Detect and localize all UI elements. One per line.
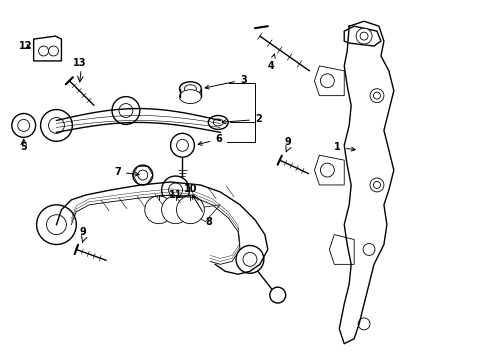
Text: 2: 2 [222, 114, 262, 125]
Circle shape [176, 139, 189, 151]
Circle shape [166, 200, 185, 220]
Circle shape [162, 196, 190, 224]
Circle shape [320, 74, 334, 88]
Circle shape [171, 133, 195, 157]
Circle shape [180, 200, 200, 220]
Circle shape [39, 46, 49, 56]
Circle shape [370, 178, 384, 192]
Circle shape [358, 318, 370, 330]
Circle shape [356, 28, 372, 44]
Circle shape [185, 205, 196, 215]
Circle shape [138, 170, 148, 180]
Ellipse shape [179, 82, 201, 96]
Circle shape [370, 89, 384, 103]
Circle shape [363, 243, 375, 255]
Circle shape [154, 205, 164, 215]
Text: 11: 11 [169, 190, 182, 200]
Circle shape [320, 163, 334, 177]
Ellipse shape [184, 85, 196, 93]
Circle shape [145, 196, 172, 224]
Circle shape [176, 196, 204, 224]
Circle shape [169, 183, 182, 197]
Circle shape [162, 176, 190, 204]
Text: 8: 8 [193, 195, 212, 227]
Circle shape [47, 215, 66, 235]
Circle shape [12, 113, 36, 137]
Circle shape [236, 246, 264, 273]
Circle shape [133, 165, 153, 185]
Circle shape [270, 287, 286, 303]
Circle shape [149, 200, 169, 220]
Circle shape [119, 104, 133, 117]
Circle shape [373, 92, 380, 99]
Ellipse shape [179, 90, 201, 104]
Circle shape [49, 117, 64, 133]
Ellipse shape [213, 119, 223, 126]
Text: 10: 10 [184, 184, 197, 194]
Text: 3: 3 [205, 75, 247, 89]
Text: 13: 13 [73, 58, 86, 68]
Text: 1: 1 [334, 142, 355, 152]
Circle shape [112, 96, 140, 125]
Circle shape [243, 252, 257, 266]
Text: 12: 12 [19, 41, 32, 51]
Text: 9: 9 [80, 226, 87, 237]
Ellipse shape [208, 116, 228, 129]
Circle shape [373, 181, 380, 188]
Text: 5: 5 [21, 142, 27, 152]
Circle shape [18, 120, 30, 131]
Circle shape [41, 109, 73, 141]
Text: 9: 9 [284, 137, 291, 147]
Circle shape [49, 46, 58, 56]
Circle shape [360, 32, 368, 40]
Circle shape [37, 205, 76, 244]
Circle shape [171, 205, 180, 215]
Text: 4: 4 [268, 54, 275, 71]
Text: 7: 7 [114, 167, 139, 177]
Text: 6: 6 [198, 134, 222, 145]
